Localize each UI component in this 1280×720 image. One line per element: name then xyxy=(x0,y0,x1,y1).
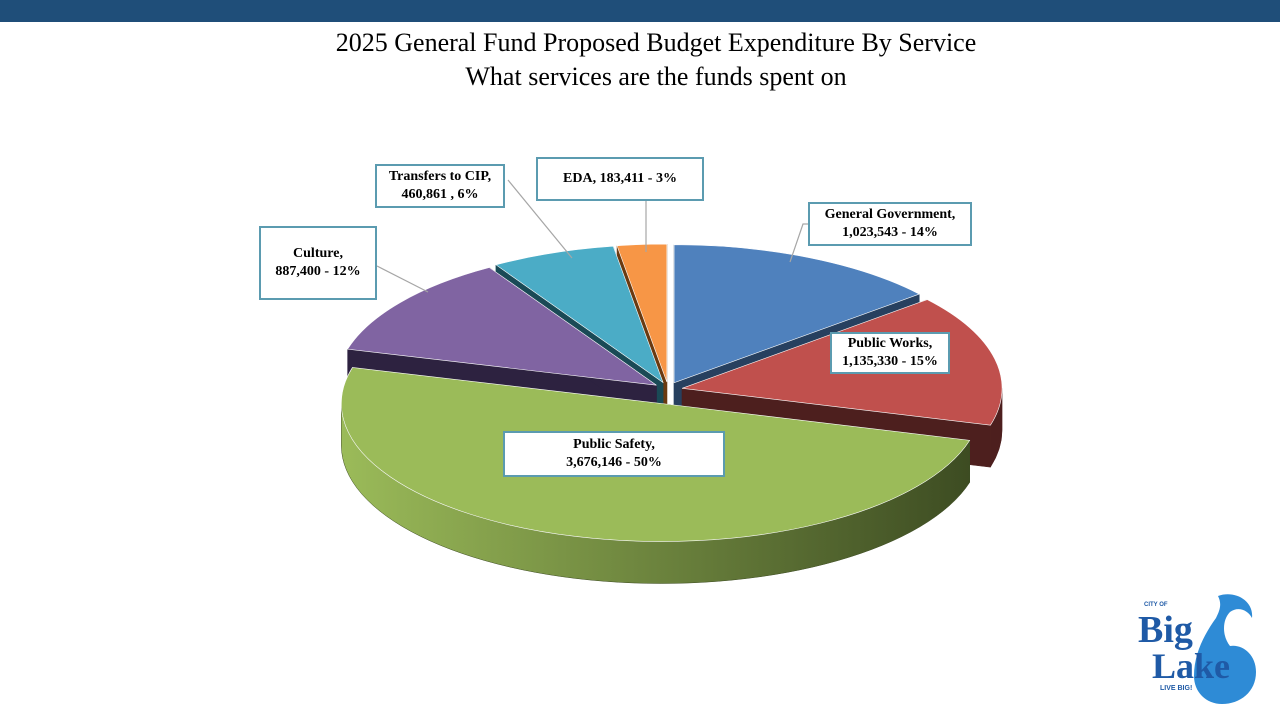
label-line: General Government, xyxy=(824,207,956,222)
label-public-works: Public Works, 1,135,330 - 15% xyxy=(830,332,950,374)
logo-line-2: Lake xyxy=(1152,646,1230,686)
leader-culture xyxy=(376,265,429,293)
city-logo: CITY OF Big Lake LIVE BIG! xyxy=(1138,594,1256,704)
label-general-government: General Government, 1,023,543 - 14% xyxy=(808,202,972,246)
label-line: Culture, xyxy=(293,246,343,261)
logo-small-text: CITY OF xyxy=(1144,602,1168,608)
logo-six-shape-icon xyxy=(1194,594,1256,704)
label-line: Public Safety, xyxy=(573,437,655,452)
label-line: Transfers to CIP, xyxy=(388,169,492,184)
label-eda: EDA, 183,411 - 3% xyxy=(536,157,704,201)
label-line: 1,135,330 - 15% xyxy=(842,354,938,369)
logo-tagline: LIVE BIG! xyxy=(1160,685,1192,692)
leader-transfers-to-cip xyxy=(507,179,573,259)
label-line: 887,400 - 12% xyxy=(275,264,361,279)
label-culture: Culture, 887,400 - 12% xyxy=(259,226,377,300)
title-line-1: 2025 General Fund Proposed Budget Expend… xyxy=(335,28,977,57)
label-public-safety: Public Safety, 3,676,146 - 50% xyxy=(503,431,725,477)
logo-line-1: Big xyxy=(1138,609,1193,651)
label-line: 1,023,543 - 14% xyxy=(842,225,938,240)
top-banner xyxy=(0,0,1280,22)
label-line: 3,676,146 - 50% xyxy=(566,455,662,470)
title-line-2: What services are the funds spent on xyxy=(465,62,847,91)
slice-eda xyxy=(616,243,668,383)
slice-general-government xyxy=(673,244,921,384)
label-line: EDA, 183,411 - 3% xyxy=(563,171,677,186)
label-transfers-to-cip: Transfers to CIP, 460,861 , 6% xyxy=(375,164,505,208)
slice-transfers-to-cip xyxy=(495,245,664,384)
slice-culture xyxy=(347,267,657,386)
label-line: 460,861 , 6% xyxy=(401,187,479,202)
label-line: Public Works, xyxy=(847,336,933,351)
slide-title: 2025 General Fund Proposed Budget Expend… xyxy=(0,26,1280,94)
